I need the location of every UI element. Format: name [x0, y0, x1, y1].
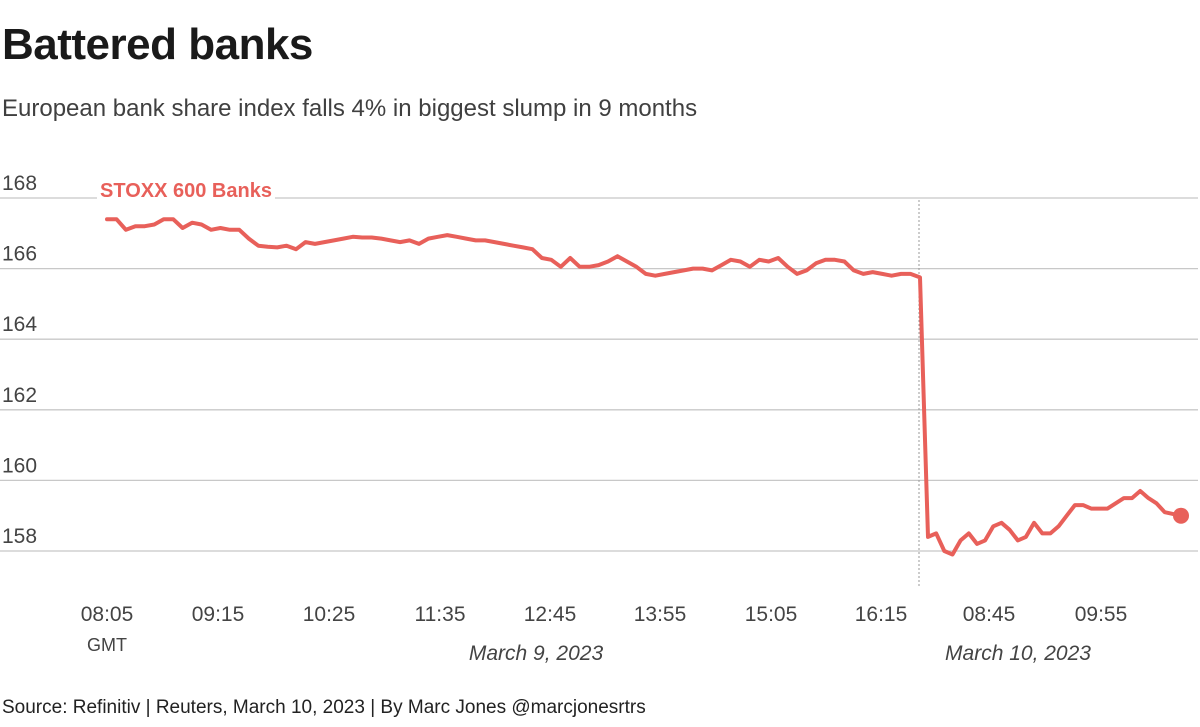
y-tick-label: 166 [2, 243, 37, 266]
x-tick-label: 09:15 [192, 603, 245, 626]
y-tick-label: 162 [2, 384, 37, 407]
date-label-march-9: March 9, 2023 [469, 642, 604, 665]
y-tick-label: 164 [2, 313, 37, 336]
y-tick-label: 158 [2, 525, 37, 548]
x-tick-label: 15:05 [745, 603, 798, 626]
y-tick-label: 168 [2, 172, 37, 195]
page-subtitle: European bank share index falls 4% in bi… [2, 95, 698, 122]
x-tick-label: 12:45 [524, 603, 577, 626]
source-note: Source: Refinitiv | Reuters, March 10, 2… [2, 697, 646, 718]
date-label-march-10: March 10, 2023 [945, 642, 1091, 665]
series-label-background [97, 179, 275, 203]
y-tick-label: 160 [2, 454, 37, 477]
line-chart: 158 160 162 164 166 168 08:05 09:15 10:25 11:35 12… [0, 172, 1198, 665]
last-value-marker [1173, 507, 1189, 524]
page-title: Battered banks [2, 20, 313, 69]
x-tick-label: 08:45 [963, 603, 1016, 626]
x-tick-label: 08:05 [81, 603, 134, 626]
x-tick-label: 16:15 [855, 603, 908, 626]
series-line-stoxx-600-banks [105, 217, 1183, 557]
x-tick-label: 09:55 [1075, 603, 1128, 626]
x-tick-label: 10:25 [303, 603, 356, 626]
x-tick-sublabel: GMT [87, 635, 127, 655]
x-tick-label: 13:55 [634, 603, 687, 626]
series-label: STOXX 600 Banks [100, 180, 272, 202]
x-tick-label: 11:35 [415, 603, 466, 626]
